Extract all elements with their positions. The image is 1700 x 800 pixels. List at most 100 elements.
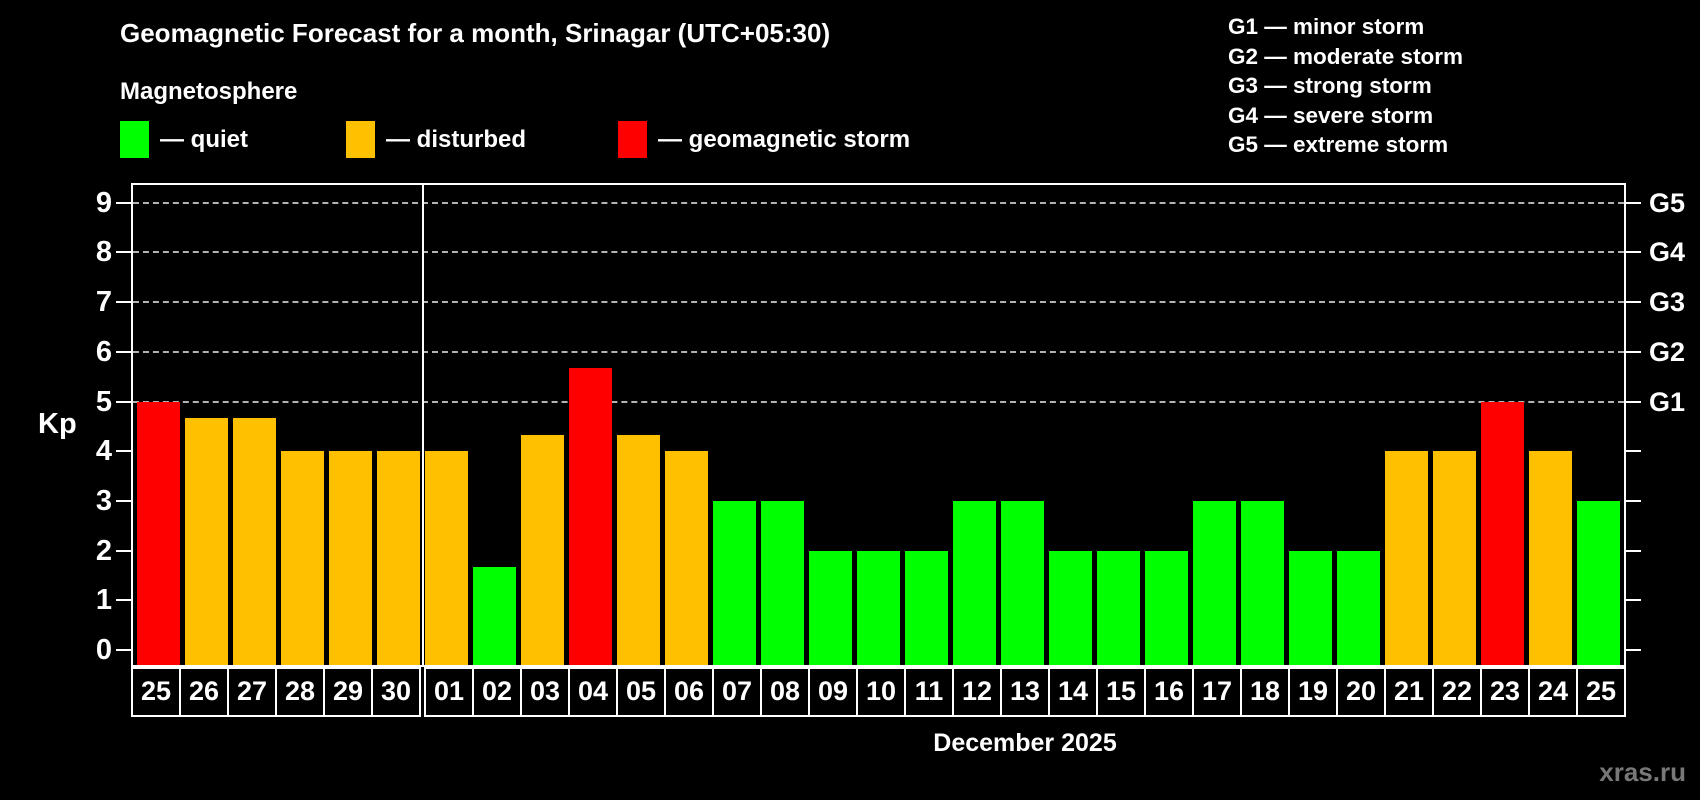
day-label-box: 07 — [712, 667, 762, 717]
kp-bar-day-04 — [569, 368, 612, 665]
day-label-box: 26 — [179, 667, 229, 717]
day-label-box: 13 — [1000, 667, 1050, 717]
day-label-box: 27 — [227, 667, 277, 717]
gridline-kp9 — [133, 201, 1624, 204]
y-axis-tick-right — [1626, 251, 1641, 254]
y-axis-tick-left — [116, 499, 131, 502]
day-label-box: 24 — [1528, 667, 1578, 717]
kp-bar-day-09 — [809, 550, 852, 665]
disturbed-color-swatch — [346, 121, 375, 158]
day-label-box: 03 — [520, 667, 570, 717]
g-scale-legend: G1 — minor storm G2 — moderate storm G3 — … — [1228, 12, 1463, 160]
g-legend-item: G4 — severe storm — [1228, 102, 1434, 128]
g-legend-item: G1 — minor storm — [1228, 14, 1425, 39]
day-label-box: 02 — [472, 667, 522, 717]
gridline-kp7 — [133, 301, 1624, 304]
y-axis-tick-right — [1626, 400, 1641, 403]
day-label-box: 14 — [1048, 667, 1098, 717]
storm-color-swatch — [618, 121, 647, 158]
y-axis-tick-left — [116, 599, 131, 602]
kp-bar-day-16 — [1145, 550, 1188, 665]
chart-subtitle: Magnetosphere — [120, 78, 298, 105]
g-legend-item: G2 — moderate storm — [1228, 43, 1464, 69]
y-axis-tick-left — [116, 649, 131, 651]
kp-bar-day-13 — [1001, 500, 1044, 665]
kp-bar-day-25 — [1577, 500, 1620, 665]
y-axis-label: 1 — [95, 584, 112, 617]
quiet-legend-label: — quiet — [160, 126, 248, 153]
y-axis-tick-right — [1626, 499, 1641, 502]
day-label-box: 08 — [760, 667, 810, 717]
day-label-box: 25 — [1576, 667, 1626, 717]
y-axis-tick-right — [1626, 201, 1641, 204]
day-label-box: 29 — [323, 667, 373, 717]
kp-bar-day-05 — [617, 434, 660, 665]
kp-bar-day-01 — [425, 451, 468, 665]
day-label-box: 28 — [275, 667, 325, 717]
y-axis-tick-left — [116, 251, 131, 254]
y-axis-tick-left — [116, 350, 131, 353]
right-axis-label-g5: G5 — [1649, 187, 1686, 218]
y-axis-tick-right — [1626, 301, 1641, 304]
day-label-box: 12 — [952, 667, 1002, 717]
right-axis-label-g1: G1 — [1649, 386, 1686, 417]
y-axis-tick-right — [1626, 350, 1641, 353]
day-label-box: 05 — [616, 667, 666, 717]
day-label-box: 04 — [568, 667, 618, 717]
kp-bar-day-03 — [521, 434, 564, 665]
storm-legend-label: — geomagnetic storm — [658, 126, 911, 153]
kp-bar-day-21 — [1385, 451, 1428, 665]
kp-bar-day-11 — [905, 550, 948, 665]
day-label-box: 16 — [1144, 667, 1194, 717]
kp-bar-day-17 — [1193, 500, 1236, 665]
kp-bar-day-28 — [281, 451, 324, 665]
gridline-kp6 — [133, 350, 1624, 353]
y-axis-label: 7 — [95, 286, 112, 319]
kp-bar-day-07 — [713, 500, 756, 665]
y-axis-label: 9 — [95, 186, 112, 219]
day-label-box: 17 — [1192, 667, 1242, 717]
y-axis-tick-right — [1626, 450, 1641, 453]
kp-bar-day-22 — [1433, 451, 1476, 665]
right-axis-label-g4: G4 — [1649, 237, 1686, 268]
y-axis-tick-left — [116, 301, 131, 304]
day-label-box: 18 — [1240, 667, 1290, 717]
watermark: xras.ru — [1599, 757, 1686, 787]
y-axis-label: 8 — [95, 236, 112, 269]
y-axis-tick-left — [116, 400, 131, 403]
quiet-color-swatch — [120, 121, 149, 158]
kp-bar-day-23 — [1481, 401, 1524, 665]
y-axis-title: Kp — [38, 408, 77, 440]
day-label-box: 23 — [1480, 667, 1530, 717]
right-axis-label-g3: G3 — [1649, 287, 1686, 318]
g-legend-item: G3 — strong storm — [1228, 73, 1432, 98]
day-label-box: 19 — [1288, 667, 1338, 717]
kp-bar-day-10 — [857, 550, 900, 665]
y-axis-label: 4 — [95, 435, 112, 468]
day-label-box: 09 — [808, 667, 858, 717]
day-label-box: 15 — [1096, 667, 1146, 717]
disturbed-legend-label: — disturbed — [386, 126, 527, 153]
kp-bar-day-25 — [137, 401, 180, 665]
kp-bar-day-12 — [953, 500, 996, 665]
kp-bar-day-08 — [761, 500, 804, 665]
day-label-box: 06 — [664, 667, 714, 717]
day-label-box: 20 — [1336, 667, 1386, 717]
y-axis-tick-left — [116, 201, 131, 204]
gridline-kp5 — [133, 400, 1624, 403]
day-label-box: 21 — [1384, 667, 1434, 717]
y-axis-label: 3 — [95, 484, 112, 517]
y-axis-tick-right — [1626, 549, 1641, 552]
gridline-kp8 — [133, 251, 1624, 254]
day-label-box: 22 — [1432, 667, 1482, 717]
kp-bar-day-27 — [233, 417, 276, 665]
month-separator-line — [422, 185, 424, 665]
kp-bar-day-20 — [1337, 550, 1380, 665]
y-axis-tick-left — [116, 450, 131, 453]
day-label-box: 11 — [904, 667, 954, 717]
day-label-box: 25 — [131, 667, 181, 717]
kp-bar-day-30 — [377, 451, 420, 665]
y-axis-label: 2 — [95, 534, 112, 567]
kp-bar-day-18 — [1241, 500, 1284, 665]
